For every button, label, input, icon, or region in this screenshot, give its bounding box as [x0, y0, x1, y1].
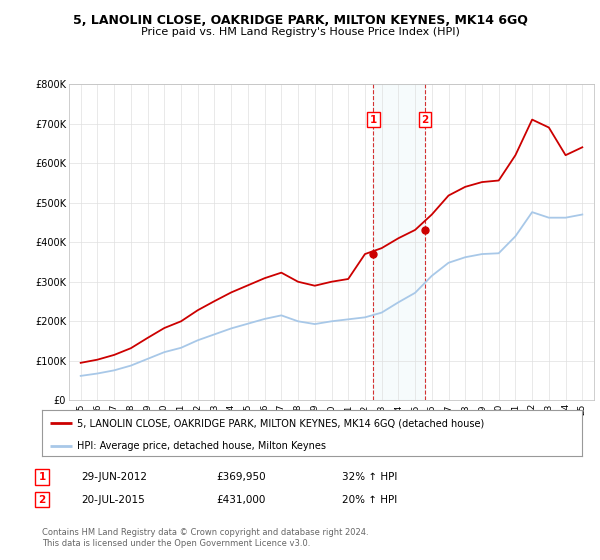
Text: 5, LANOLIN CLOSE, OAKRIDGE PARK, MILTON KEYNES, MK14 6GQ: 5, LANOLIN CLOSE, OAKRIDGE PARK, MILTON … — [73, 14, 527, 27]
Text: 32% ↑ HPI: 32% ↑ HPI — [342, 472, 397, 482]
Text: 2: 2 — [38, 494, 46, 505]
Bar — [373, 84, 425, 400]
Text: Price paid vs. HM Land Registry's House Price Index (HPI): Price paid vs. HM Land Registry's House … — [140, 27, 460, 37]
Text: 1: 1 — [370, 115, 377, 124]
Text: £369,950: £369,950 — [216, 472, 266, 482]
Text: 20% ↑ HPI: 20% ↑ HPI — [342, 494, 397, 505]
Text: 29-JUN-2012: 29-JUN-2012 — [81, 472, 147, 482]
Text: £431,000: £431,000 — [216, 494, 265, 505]
Text: 20-JUL-2015: 20-JUL-2015 — [81, 494, 145, 505]
Text: Contains HM Land Registry data © Crown copyright and database right 2024.
This d: Contains HM Land Registry data © Crown c… — [42, 528, 368, 548]
Text: HPI: Average price, detached house, Milton Keynes: HPI: Average price, detached house, Milt… — [77, 441, 326, 451]
Text: 5, LANOLIN CLOSE, OAKRIDGE PARK, MILTON KEYNES, MK14 6GQ (detached house): 5, LANOLIN CLOSE, OAKRIDGE PARK, MILTON … — [77, 418, 484, 428]
Text: 1: 1 — [38, 472, 46, 482]
Text: 2: 2 — [421, 115, 428, 124]
